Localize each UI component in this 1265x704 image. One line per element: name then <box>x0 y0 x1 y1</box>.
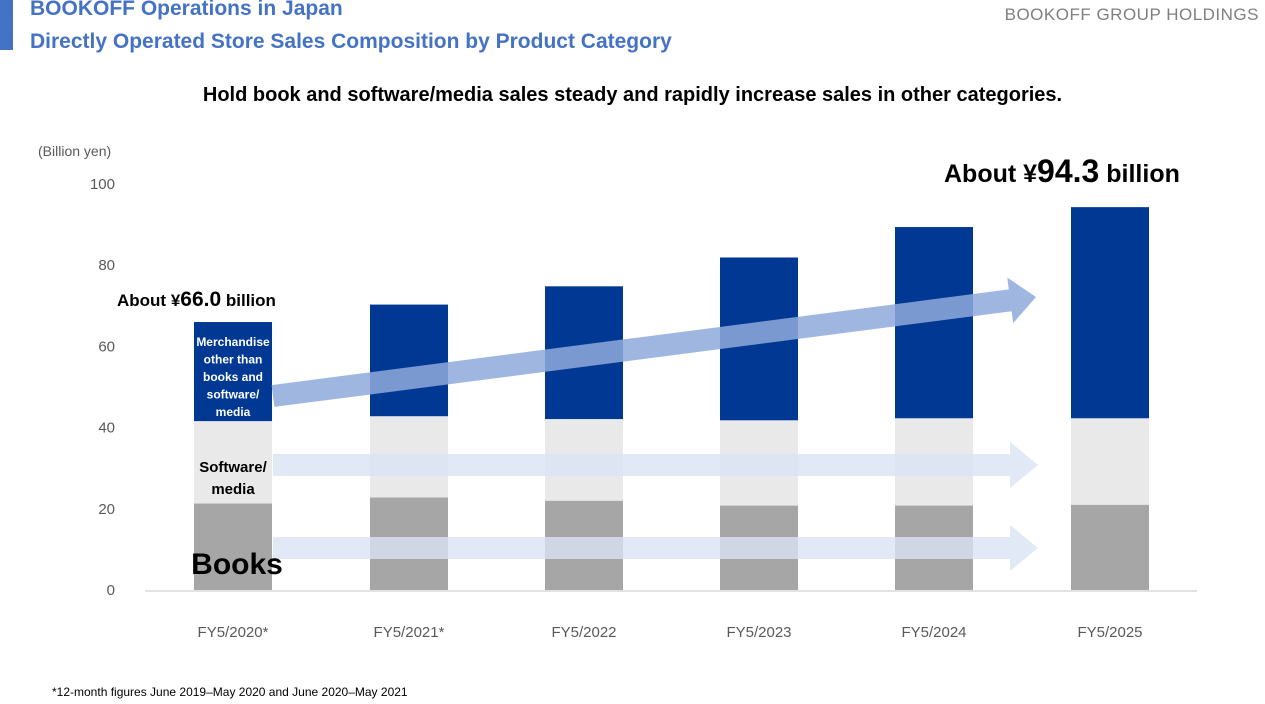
last-total-prefix: About ¥ <box>944 160 1037 188</box>
trend-arrows <box>271 277 1038 571</box>
bar-segment-software-media <box>1071 418 1149 505</box>
chart-headline: Hold book and software/media sales stead… <box>202 84 1063 106</box>
merchandise-label-line: media <box>216 405 251 419</box>
bar-segment-merchandise <box>1071 207 1149 419</box>
bar-segment-merchandise <box>194 322 272 422</box>
first-total-annotation: About ¥66.0 billion <box>117 288 276 311</box>
merchandise-label-line: books and <box>203 370 263 384</box>
last-total-value: 94.3 <box>1037 153 1099 189</box>
x-tick-label: FY5/2022 <box>551 624 616 641</box>
y-axis-ticks: 0 20 40 60 80 100 <box>90 176 115 599</box>
x-tick-label: FY5/2023 <box>726 624 791 641</box>
page-subtitle: Directly Operated Store Sales Compositio… <box>30 30 672 53</box>
x-tick-label: FY5/2021* <box>374 624 445 641</box>
bar-segment-books <box>1071 504 1149 590</box>
title-accent-bar <box>0 0 13 50</box>
page-title: BOOKOFF Operations in Japan <box>30 0 343 20</box>
company-brand: BOOKOFF GROUP HOLDINGS <box>1004 5 1259 24</box>
segment-labels: Merchandise other than books and software/m… <box>191 335 283 581</box>
software-media-label-line: Software/ <box>199 459 267 476</box>
x-axis-ticks: FY5/2020* FY5/2021* FY5/2022 FY5/2023 FY5/20… <box>198 624 1143 641</box>
y-tick-label: 60 <box>98 338 115 355</box>
merchandise-label-line: software/ <box>207 388 260 402</box>
x-tick-label: FY5/2024 <box>901 624 966 641</box>
y-tick-label: 80 <box>98 257 115 274</box>
y-axis-label: (Billion yen) <box>38 143 111 159</box>
y-tick-label: 40 <box>98 420 115 437</box>
first-total-value: 66.0 <box>180 288 221 311</box>
bar-segment-merchandise <box>370 304 448 417</box>
books-steady-arrow <box>273 525 1038 571</box>
bar-segment-software-media <box>194 421 272 504</box>
last-total-suffix: billion <box>1099 160 1180 188</box>
books-label: Books <box>191 548 283 581</box>
first-total-prefix: About ¥ <box>117 291 181 310</box>
first-total-suffix: billion <box>221 291 276 310</box>
software-media-label-line: media <box>211 481 255 498</box>
footnote: *12-month figures June 2019–May 2020 and… <box>52 685 408 699</box>
growth-arrow <box>271 277 1036 407</box>
software-steady-arrow <box>273 442 1038 488</box>
y-tick-label: 0 <box>107 582 115 599</box>
merchandise-label-line: Merchandise <box>196 335 270 349</box>
y-tick-label: 100 <box>90 176 115 193</box>
x-tick-label: FY5/2020* <box>198 624 269 641</box>
last-total-annotation: About ¥94.3 billion <box>944 153 1180 189</box>
bar-segment-books <box>194 503 272 590</box>
x-tick-label: FY5/2025 <box>1077 624 1142 641</box>
y-tick-label: 20 <box>98 501 115 518</box>
merchandise-label-line: other than <box>204 353 263 367</box>
